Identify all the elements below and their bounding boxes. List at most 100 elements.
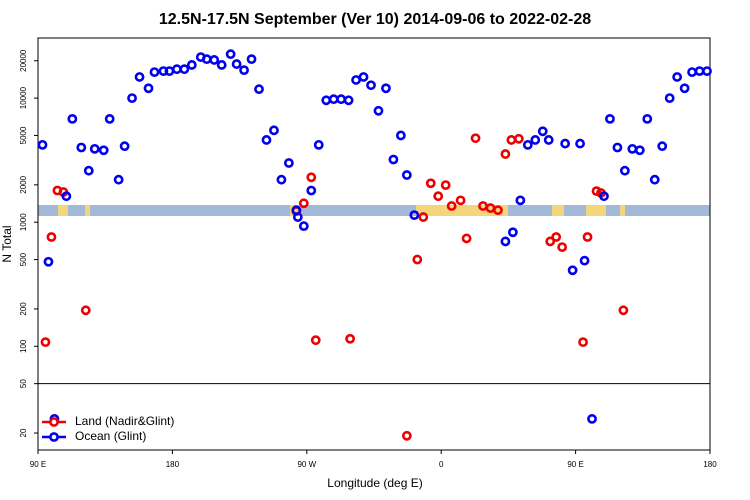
point: [179, 64, 190, 75]
point: [560, 138, 571, 149]
point: [83, 165, 94, 176]
point: [269, 125, 279, 136]
x-tick-label: 0: [439, 460, 444, 469]
y-tick-label: 1000: [19, 213, 28, 231]
point: [37, 139, 48, 150]
point: [143, 83, 154, 94]
point: [500, 236, 511, 247]
x-axis-label: Longitude (deg E): [327, 476, 422, 490]
point: [89, 143, 100, 154]
y-tick-label: 200: [19, 302, 28, 316]
point: [545, 236, 556, 247]
point: [612, 142, 623, 153]
point: [231, 59, 242, 69]
point: [672, 72, 683, 82]
point: [578, 337, 588, 348]
series: [37, 49, 712, 424]
y-tick-label: 500: [19, 252, 28, 266]
point: [225, 49, 236, 60]
y-tick-label: 2000: [19, 175, 28, 193]
x-tick-label: 90 E: [567, 460, 583, 469]
point: [239, 65, 249, 76]
point: [522, 139, 533, 150]
point: [557, 242, 568, 253]
point: [388, 154, 399, 165]
point: [587, 413, 597, 424]
point: [702, 66, 712, 77]
point: [113, 174, 124, 185]
point: [409, 210, 420, 221]
point: [455, 195, 466, 206]
y-tick-label: 20000: [19, 49, 28, 72]
y-tick-label: 20: [19, 428, 28, 437]
point: [134, 72, 145, 82]
x-tick-label: 180: [703, 460, 717, 469]
point: [246, 54, 257, 65]
map-strip: [38, 205, 710, 216]
x-tick-label: 180: [166, 460, 180, 469]
point: [104, 113, 115, 124]
point: [461, 233, 472, 244]
point: [425, 178, 436, 189]
point: [43, 256, 54, 267]
point: [513, 133, 524, 144]
point: [216, 60, 227, 70]
point: [310, 335, 321, 346]
point: [412, 254, 423, 265]
point: [306, 185, 317, 196]
point: [440, 180, 451, 191]
plot-frame: [37, 37, 711, 451]
point: [664, 93, 675, 104]
point: [254, 84, 264, 95]
point: [500, 149, 511, 159]
point: [507, 227, 518, 238]
x-tick-label: 90 E: [30, 460, 46, 469]
point: [209, 55, 220, 65]
point: [298, 198, 309, 209]
point: [395, 130, 406, 141]
legend-marker: [49, 432, 59, 442]
point: [537, 126, 548, 137]
point: [46, 232, 57, 242]
point: [605, 113, 615, 124]
y-tick-label: 5000: [19, 126, 28, 144]
point: [373, 105, 384, 116]
point: [575, 138, 585, 149]
point: [298, 221, 309, 232]
point: [649, 174, 660, 185]
legend-label: Ocean (Glint): [75, 429, 146, 443]
legend-marker: [49, 417, 59, 427]
point: [530, 135, 541, 145]
point: [276, 174, 287, 185]
point: [61, 191, 72, 202]
point: [80, 305, 91, 316]
y-tick-label: 100: [19, 339, 28, 353]
point: [381, 83, 391, 94]
point: [119, 141, 130, 152]
point: [401, 170, 412, 180]
point: [401, 430, 412, 441]
point: [40, 337, 51, 348]
point: [599, 191, 609, 202]
point: [149, 67, 160, 78]
point: [551, 232, 562, 242]
point: [418, 212, 429, 222]
point: [634, 145, 645, 156]
point: [76, 142, 87, 153]
point: [470, 133, 481, 144]
point: [543, 135, 554, 145]
chart-title: 12.5N-17.5N September (Ver 10) 2014-09-0…: [159, 11, 591, 28]
y-axis-label: N Total: [0, 225, 14, 262]
point: [579, 255, 590, 266]
point: [358, 72, 369, 82]
point: [493, 205, 503, 216]
point: [292, 212, 303, 222]
point: [261, 135, 272, 145]
point: [306, 172, 317, 183]
point: [313, 139, 324, 150]
point: [657, 141, 668, 152]
point: [67, 113, 78, 124]
x-tick-label: 90 W: [297, 460, 316, 469]
point: [343, 95, 354, 106]
